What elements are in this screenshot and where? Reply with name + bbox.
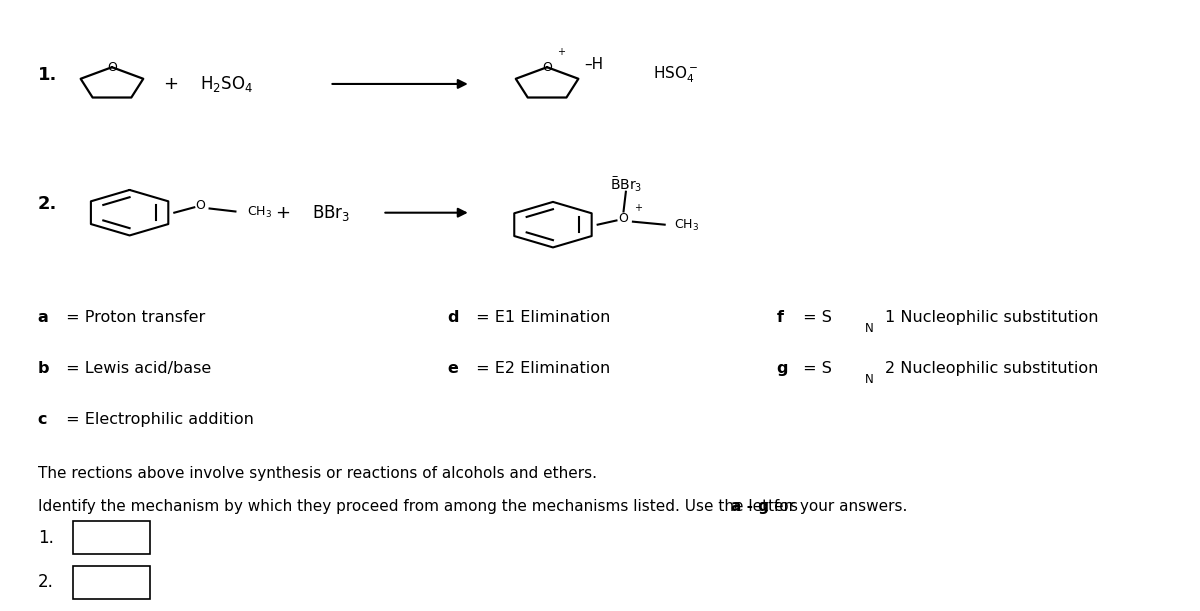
Text: N: N [864,373,874,386]
Text: +: + [163,75,179,93]
Text: f: f [776,310,784,325]
Text: $\mathregular{CH_3}$: $\mathregular{CH_3}$ [247,205,272,220]
Text: for your answers.: for your answers. [769,499,907,514]
Text: O: O [107,60,116,74]
Text: c: c [38,412,47,426]
Text: 2.: 2. [38,574,54,591]
Text: N: N [864,322,874,335]
Text: 2 Nucleophilic substitution: 2 Nucleophilic substitution [884,361,1098,376]
Bar [73,566,150,599]
Text: 1 Nucleophilic substitution: 1 Nucleophilic substitution [884,310,1098,325]
Text: –: – [612,170,618,183]
Text: 2.: 2. [38,195,58,213]
Text: $\mathregular{BBr_3}$: $\mathregular{BBr_3}$ [312,203,350,222]
Text: 1.: 1. [38,529,54,546]
Bar [73,521,150,554]
Text: = E2 Elimination: = E2 Elimination [470,361,610,376]
Text: b: b [38,361,49,376]
Text: $\mathregular{BBr_3}$: $\mathregular{BBr_3}$ [610,178,642,194]
Text: = Electrophilic addition: = Electrophilic addition [61,412,254,426]
Text: +: + [634,203,642,213]
Text: O: O [618,212,629,225]
Text: $\mathregular{HSO_4^-}$: $\mathregular{HSO_4^-}$ [653,65,698,85]
Text: = S: = S [798,310,832,325]
Text: –H: –H [584,57,604,71]
Text: = S: = S [798,361,832,376]
Text: = Proton transfer: = Proton transfer [61,310,205,325]
Text: e: e [448,361,458,376]
Text: +: + [275,203,290,222]
Text: Identify the mechanism by which they proceed from among the mechanisms listed. U: Identify the mechanism by which they pro… [38,499,803,514]
Text: = E1 Elimination: = E1 Elimination [470,310,610,325]
Text: a - g: a - g [731,499,768,514]
Text: = Lewis acid/base: = Lewis acid/base [61,361,211,376]
Text: g: g [776,361,788,376]
Text: $\mathregular{H_2SO_4}$: $\mathregular{H_2SO_4}$ [200,74,253,94]
Text: $\mathregular{CH_3}$: $\mathregular{CH_3}$ [674,218,700,233]
Text: +: + [557,47,565,57]
Text: 1.: 1. [38,66,58,84]
Text: a: a [38,310,49,325]
Text: O: O [542,60,552,74]
Text: The rections above involve synthesis or reactions of alcohols and ethers.: The rections above involve synthesis or … [38,466,596,481]
Text: O: O [196,199,205,212]
Text: d: d [448,310,458,325]
